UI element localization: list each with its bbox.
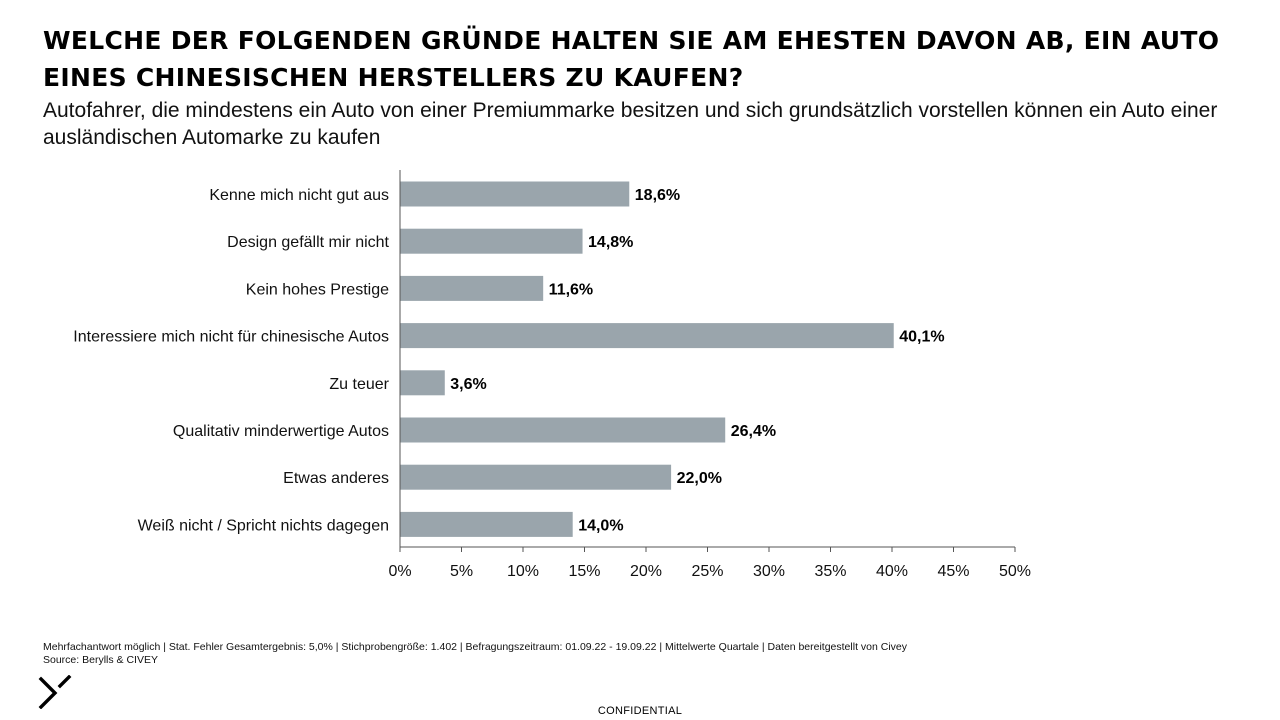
chart-subtitle: Autofahrer, die mindestens ein Auto von … <box>43 99 1218 149</box>
x-tick-label: 40% <box>876 563 908 580</box>
category-label: Qualitativ minderwertige Autos <box>173 423 389 440</box>
x-tick-label: 45% <box>937 563 969 580</box>
bar <box>400 417 726 443</box>
berylls-logo-icon <box>38 675 72 709</box>
value-label: 22,0% <box>677 470 722 487</box>
bar <box>400 228 583 254</box>
x-tick-label: 30% <box>753 563 785 580</box>
value-label: 14,8% <box>588 234 633 251</box>
category-label: Zu teuer <box>329 376 389 393</box>
x-tick-label: 10% <box>507 563 539 580</box>
confidential-label: CONFIDENTIAL <box>597 705 683 717</box>
x-tick-label: 35% <box>814 563 846 580</box>
value-label: 3,6% <box>450 376 486 393</box>
category-label: Weiß nicht / Spricht nichts dagegen <box>138 517 389 534</box>
x-tick-label: 5% <box>450 563 473 580</box>
bar <box>400 370 445 396</box>
category-label: Interessiere mich nicht für chinesische … <box>73 329 389 346</box>
x-tick-label: 20% <box>630 563 662 580</box>
value-label: 18,6% <box>635 187 680 204</box>
value-label: 11,6% <box>549 281 593 298</box>
footnote: Mehrfachantwort möglich | Stat. Fehler G… <box>43 641 907 667</box>
footnote-source: Source: Berylls & CIVEY <box>43 654 158 666</box>
footnote-methodology: Mehrfachantwort möglich | Stat. Fehler G… <box>43 641 907 653</box>
bar <box>400 275 544 301</box>
bar <box>400 511 573 537</box>
category-label: Kenne mich nicht gut aus <box>209 187 389 204</box>
category-label: Design gefällt mir nicht <box>227 234 389 251</box>
bar <box>400 323 894 349</box>
x-tick-label: 50% <box>999 563 1031 580</box>
x-tick-label: 15% <box>568 563 600 580</box>
bar-chart: Kenne mich nicht gut aus 18,6% Design gefä… <box>73 170 1031 580</box>
bar <box>400 464 672 490</box>
category-label: Kein hohes Prestige <box>246 281 389 298</box>
x-tick-label: 25% <box>691 563 723 580</box>
x-tick-label: 0% <box>388 563 411 580</box>
value-label: 40,1% <box>899 329 944 346</box>
category-label: Etwas anderes <box>283 470 389 487</box>
value-label: 26,4% <box>731 423 776 440</box>
bar <box>400 181 630 207</box>
value-label: 14,0% <box>578 517 623 534</box>
chart-title: Welche der folgenden Gründe halten Sie a… <box>43 26 1220 92</box>
